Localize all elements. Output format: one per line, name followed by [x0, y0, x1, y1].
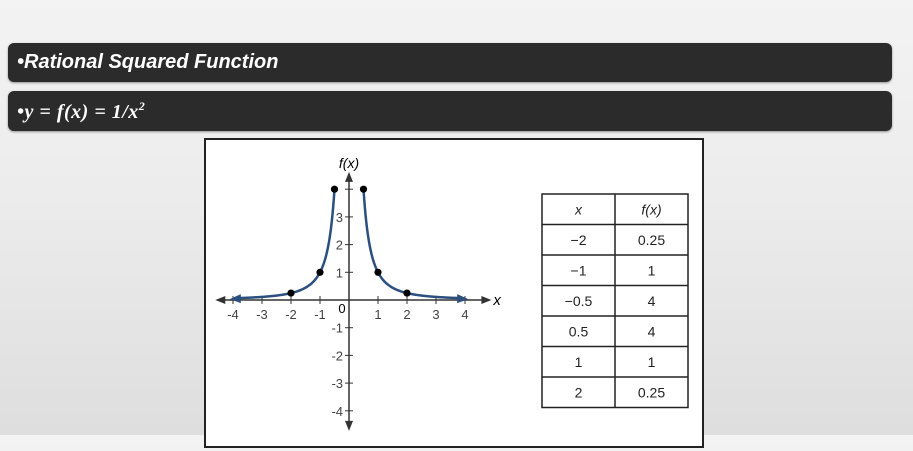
table-cell: 0.25 [638, 232, 665, 248]
tick-marks [232, 188, 466, 412]
curve-right-branch [362, 189, 460, 300]
formula-paren-close: ) [81, 100, 89, 123]
y-axis-arrow-up [345, 171, 353, 182]
formula-text: •y = f(x) = 1/x2 [17, 99, 145, 124]
table-cell: 1 [648, 354, 656, 370]
table-cell: 2 [575, 384, 583, 400]
curve-arrow-left [229, 294, 241, 304]
formula-rhs-x: x [128, 100, 139, 123]
x-axis-arrow-right [481, 296, 492, 304]
y-tick-label: 2 [336, 238, 343, 253]
table-header-cell: x [574, 201, 583, 217]
formula-exponent: 2 [138, 98, 146, 113]
table-cell: 1 [648, 262, 656, 278]
table-cell: −0.5 [565, 293, 593, 309]
y-tick-label: 1 [336, 265, 343, 280]
y-tick-label: -2 [331, 348, 343, 363]
data-point [287, 289, 295, 297]
y-axis-label: f(x) [339, 155, 359, 171]
data-point [330, 185, 339, 193]
table-cell: −1 [571, 262, 587, 278]
table-cell: 4 [648, 323, 656, 339]
formula-bullet: • [17, 100, 25, 123]
y-tick-label: -4 [331, 404, 343, 419]
data-point [374, 268, 382, 276]
formula-eq1: = [33, 100, 57, 123]
data-point [403, 289, 411, 297]
x-tick-label: 1 [374, 307, 381, 322]
origin-label: 0 [338, 301, 345, 316]
x-axis-label: x [492, 292, 501, 309]
x-tick-label: -4 [227, 307, 239, 322]
table-cell: 0.25 [638, 384, 665, 400]
curve-arrow-right [457, 294, 469, 304]
x-tick-label: 2 [403, 307, 410, 322]
axes [215, 171, 492, 431]
table-cell: 4 [648, 293, 656, 309]
table-cell: 1 [575, 354, 583, 370]
x-tick-label: 3 [432, 307, 439, 322]
x-axis-arrow-left [215, 296, 226, 304]
table-cell: 0.5 [569, 323, 589, 339]
y-tick-label: -3 [331, 376, 343, 391]
slide-title: •Rational Squared Function [17, 51, 279, 73]
data-points [287, 185, 411, 297]
formula-x: x [71, 100, 82, 123]
formula-paren-open: ( [63, 100, 72, 123]
x-tick-label: -3 [256, 307, 268, 322]
formula-lhs: y [24, 100, 34, 123]
tick-labels: -4 -3 -2 -1 1 2 3 4 -4 -3 -2 -1 1 2 3 [227, 210, 468, 419]
y-tick-label: 3 [336, 210, 343, 225]
values-table: x f(x) −2 0.25 −1 1 −0.5 4 0.5 4 1 1 2 0.25 [541, 193, 689, 409]
data-point [359, 185, 368, 193]
formula-rhs: 1/ [111, 100, 129, 123]
data-point [316, 268, 324, 276]
figure-card: -4 -3 -2 -1 1 2 3 4 -4 -3 -2 -1 1 2 3 f(x) x 0 x f(x) −2… [204, 138, 704, 448]
y-axis-arrow-down [345, 420, 353, 431]
x-tick-label: 4 [461, 307, 468, 322]
table-cell: −2 [571, 232, 587, 248]
formula-f: f [56, 100, 64, 123]
y-tick-label: -1 [331, 321, 343, 336]
formula-bar: •y = f(x) = 1/x2 [8, 91, 892, 131]
formula-eq2: = [88, 100, 112, 123]
slide-title-bar: •Rational Squared Function [8, 43, 892, 82]
chart-svg: -4 -3 -2 -1 1 2 3 4 -4 -3 -2 -1 1 2 3 f(x) x 0 x f(x) −2… [215, 155, 689, 431]
curve-left-branch [238, 189, 336, 300]
x-tick-label: -2 [285, 307, 297, 322]
table-header-cell: f(x) [641, 201, 661, 217]
curve-arrows [229, 294, 469, 304]
x-tick-label: -1 [314, 307, 326, 322]
